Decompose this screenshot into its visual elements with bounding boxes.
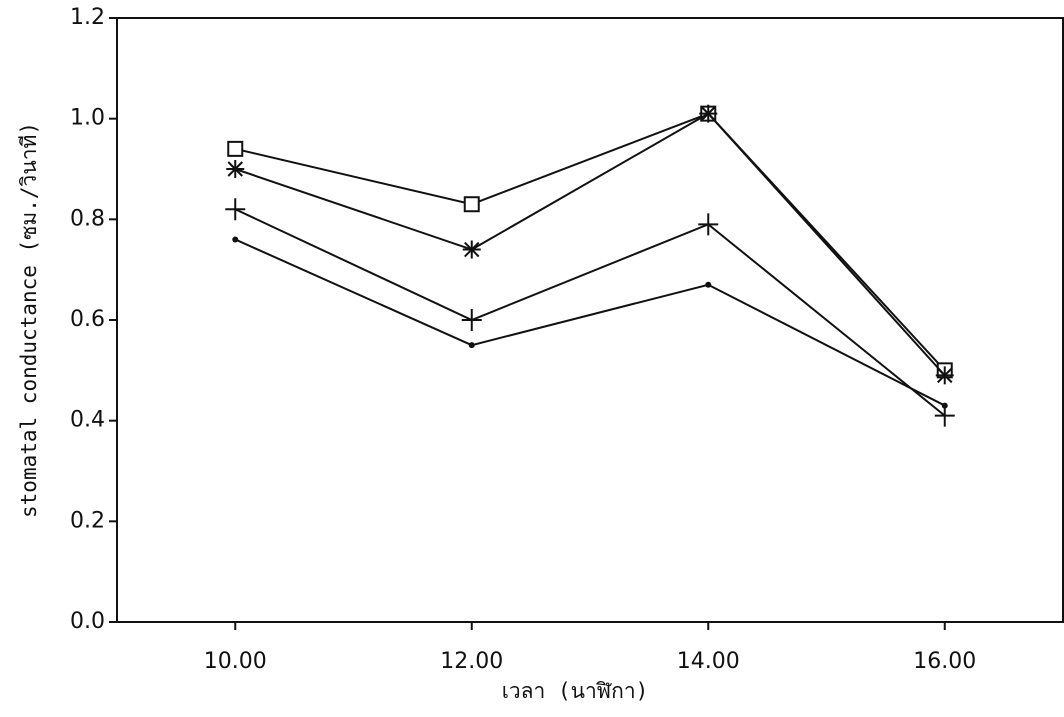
marker-square — [465, 197, 479, 211]
x-tick-label: 12.00 — [440, 649, 503, 674]
marker-square — [228, 142, 242, 156]
marker-star — [936, 366, 954, 384]
y-tick-label: 0.8 — [70, 206, 105, 231]
marker-star — [463, 241, 481, 259]
marker-dot — [232, 236, 238, 242]
x-axis-label: เวลา (นาฬิกา) — [502, 679, 649, 703]
y-tick-label: 1.2 — [70, 5, 105, 30]
marker-box — [228, 142, 242, 156]
y-tick-label: 0.6 — [70, 307, 105, 332]
series-line — [235, 114, 945, 371]
marker-plus — [225, 198, 245, 220]
marker-dot — [469, 342, 475, 348]
marker-plus — [462, 309, 482, 331]
marker-star — [699, 105, 717, 123]
x-tick-label: 14.00 — [677, 649, 740, 674]
marker-box — [465, 197, 479, 211]
series-line — [235, 114, 945, 376]
y-tick-label: 0.0 — [70, 609, 105, 634]
marker-dot — [705, 282, 711, 288]
marker-dot — [942, 403, 948, 409]
x-tick-label: 16.00 — [913, 649, 976, 674]
marker-dot — [705, 282, 711, 288]
page: {"chart_data": {"type": "line", "x_label… — [0, 0, 1064, 717]
marker-dot — [469, 342, 475, 348]
y-tick-label: 0.2 — [70, 508, 105, 533]
y-axis-label: stomatal conductance (ซม./วินาที) — [17, 122, 41, 518]
series-line — [235, 209, 945, 415]
x-tick-label: 10.00 — [204, 649, 267, 674]
marker-dot — [942, 403, 948, 409]
chart: เวลา (นาฬิกา) stomatal conductance (ซม./… — [0, 0, 1064, 717]
marker-plus — [698, 213, 718, 235]
y-tick-label: 0.4 — [70, 408, 105, 433]
series-line — [235, 239, 945, 405]
plot-frame — [117, 18, 1063, 622]
marker-dot — [232, 236, 238, 242]
y-tick-label: 1.0 — [70, 106, 105, 131]
marker-star — [226, 160, 244, 178]
